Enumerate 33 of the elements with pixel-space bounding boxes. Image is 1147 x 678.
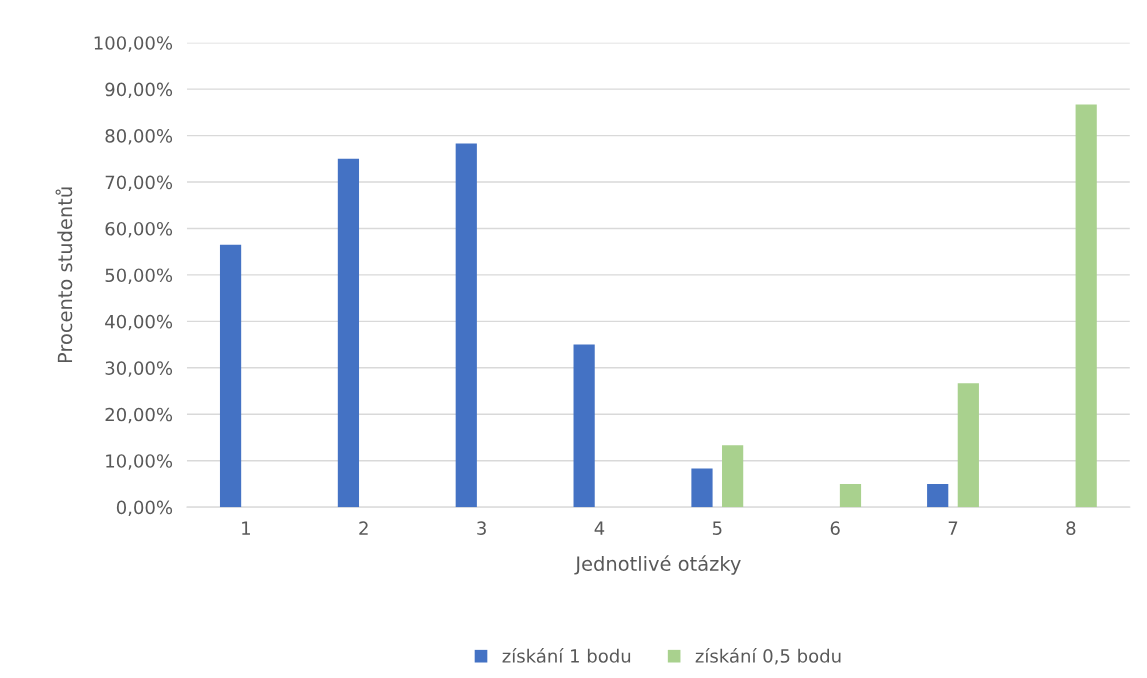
bar (219, 244, 242, 508)
x-tick-label: 5 (712, 521, 722, 536)
y-tick-label: 10,00% (106, 454, 173, 470)
bar (573, 344, 595, 508)
bar (957, 383, 979, 508)
x-tick-label: 8 (1066, 521, 1076, 536)
y-tick-label: 100,00% (94, 36, 173, 52)
x-tick-label: 6 (830, 521, 840, 536)
y-tick-label: 0,00% (116, 500, 173, 517)
bar (927, 483, 949, 508)
y-axis-title: Procento studentů (55, 187, 73, 363)
bar (1075, 104, 1097, 508)
y-tick-label: 20,00% (105, 407, 173, 424)
x-tick-label: 4 (594, 521, 605, 535)
bar (691, 468, 713, 508)
bar (337, 158, 360, 508)
legend-label: získání 0,5 bodu (695, 648, 841, 665)
bar (722, 445, 744, 508)
y-tick-label: 80,00% (105, 129, 173, 145)
x-axis-title: Jednotlivé otázky (574, 555, 741, 575)
y-tick-label: 70,00% (105, 175, 173, 191)
x-tick-label: 1 (242, 521, 250, 535)
y-tick-label: 90,00% (105, 82, 173, 99)
x-tick-label: 3 (477, 521, 486, 536)
bar (839, 483, 862, 508)
y-tick-label: 60,00% (105, 221, 173, 238)
legend-label: získání 1 bodu (502, 648, 631, 663)
x-tick-label: 7 (948, 521, 958, 535)
x-tick-label: 2 (359, 521, 368, 535)
y-tick-label: 30,00% (105, 361, 173, 377)
y-tick-label: 40,00% (105, 314, 173, 331)
bar (455, 143, 477, 508)
y-tick-label: 50,00% (105, 268, 173, 284)
